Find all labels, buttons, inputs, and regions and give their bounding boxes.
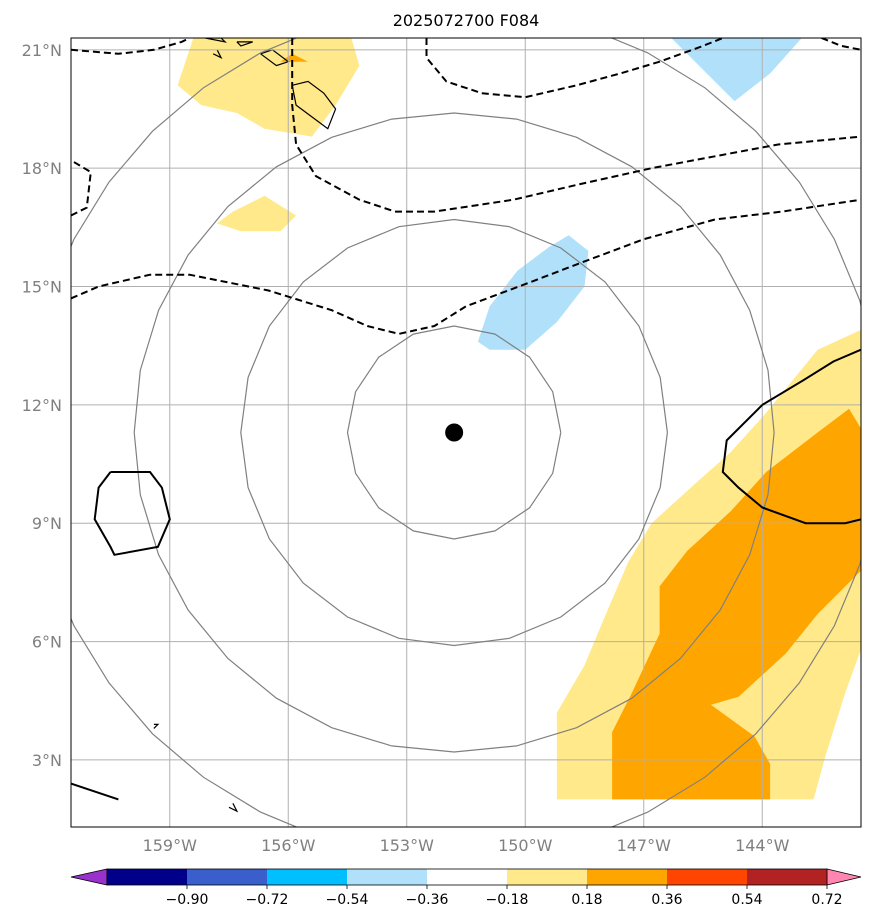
filled-region-5	[612, 408, 861, 800]
y-tick-label: 21°N	[22, 41, 62, 60]
solid-contour-3	[71, 782, 119, 801]
range-rings	[71, 38, 861, 827]
colorbar-frame	[106, 868, 828, 886]
x-tick-label: 153°W	[380, 836, 435, 855]
colorbar-tick-label: −0.36	[406, 892, 449, 908]
colorbar-segment	[187, 869, 268, 885]
coastline-6	[228, 803, 239, 813]
colorbar: −0.90 −0.72 −0.54 −0.36 −0.18 0.18 0.36 0.54 0.7…	[70, 868, 862, 908]
solid-contour-1	[721, 404, 861, 525]
coastline-3	[205, 38, 227, 43]
x-tick-label: 150°W	[498, 836, 553, 855]
dashed-contour-5	[821, 38, 861, 51]
plot-frame	[70, 37, 862, 828]
solid-contour-0	[761, 348, 861, 406]
colorbar-segment	[427, 869, 508, 885]
colorbar-extend-low	[70, 868, 108, 886]
solid-contour-2	[93, 471, 171, 556]
range-ring-0	[346, 325, 562, 540]
y-tick-label: 15°N	[22, 278, 62, 297]
y-tick-label: 3°N	[32, 751, 62, 770]
colorbar-tick-label: 0.72	[811, 892, 842, 908]
x-tick-label: 144°W	[735, 836, 790, 855]
colorbar-segment	[107, 869, 188, 885]
dashed-contour-3	[71, 198, 861, 335]
colorbar-segment	[267, 869, 348, 885]
colorbar-tick-label: 0.36	[651, 892, 682, 908]
colorbar-tick-label: −0.54	[326, 892, 369, 908]
coastline-2	[236, 41, 253, 47]
x-axis-ticks: 159°W 156°W 153°W 150°W 147°W 144°W	[143, 836, 790, 855]
filled-region-0	[177, 38, 360, 137]
y-tick-label: 18°N	[22, 159, 62, 178]
x-tick-label: 159°W	[143, 836, 198, 855]
colorbar-segment	[747, 869, 828, 885]
colorbar-segment	[347, 869, 428, 885]
filled-region-6	[280, 53, 308, 62]
colorbar-tick-label: −0.90	[166, 892, 209, 908]
range-ring-3	[71, 38, 861, 827]
dashed-contour-4	[425, 38, 724, 99]
filled-region-3	[671, 38, 802, 102]
contours	[71, 38, 861, 801]
y-tick-label: 6°N	[32, 633, 62, 652]
coastline-0	[291, 80, 337, 130]
colorbar-tick-label: −0.72	[246, 892, 289, 908]
chart-title: 2025072700 F084	[393, 11, 540, 30]
colorbar-segment	[667, 869, 748, 885]
colorbar-tick-label: −0.18	[486, 892, 529, 908]
dashed-contour-1	[291, 38, 861, 213]
colorbar-segment	[587, 869, 668, 885]
coastline-4	[212, 49, 223, 60]
x-tick-label: 147°W	[617, 836, 672, 855]
y-axis-ticks: 3°N 6°N 9°N 12°N 15°N 18°N 21°N	[22, 41, 62, 770]
filled-region-1	[217, 195, 297, 232]
storm-center-marker	[445, 423, 464, 442]
colorbar-tick-label: 0.54	[731, 892, 762, 908]
y-tick-label: 9°N	[32, 514, 62, 533]
coastline-5	[153, 723, 160, 729]
colorbar-segment	[507, 869, 588, 885]
range-ring-2	[133, 112, 775, 753]
filled-regions	[177, 38, 861, 800]
colorbar-tick-label: 0.18	[571, 892, 602, 908]
dashed-contour-2	[71, 159, 92, 217]
filled-region-2	[477, 235, 589, 350]
dashed-contour-0	[71, 38, 190, 55]
x-tick-label: 156°W	[261, 836, 316, 855]
center-point	[445, 423, 464, 442]
range-ring-1	[240, 218, 668, 647]
y-tick-label: 12°N	[22, 396, 62, 415]
colorbar-extend-high	[826, 868, 862, 886]
